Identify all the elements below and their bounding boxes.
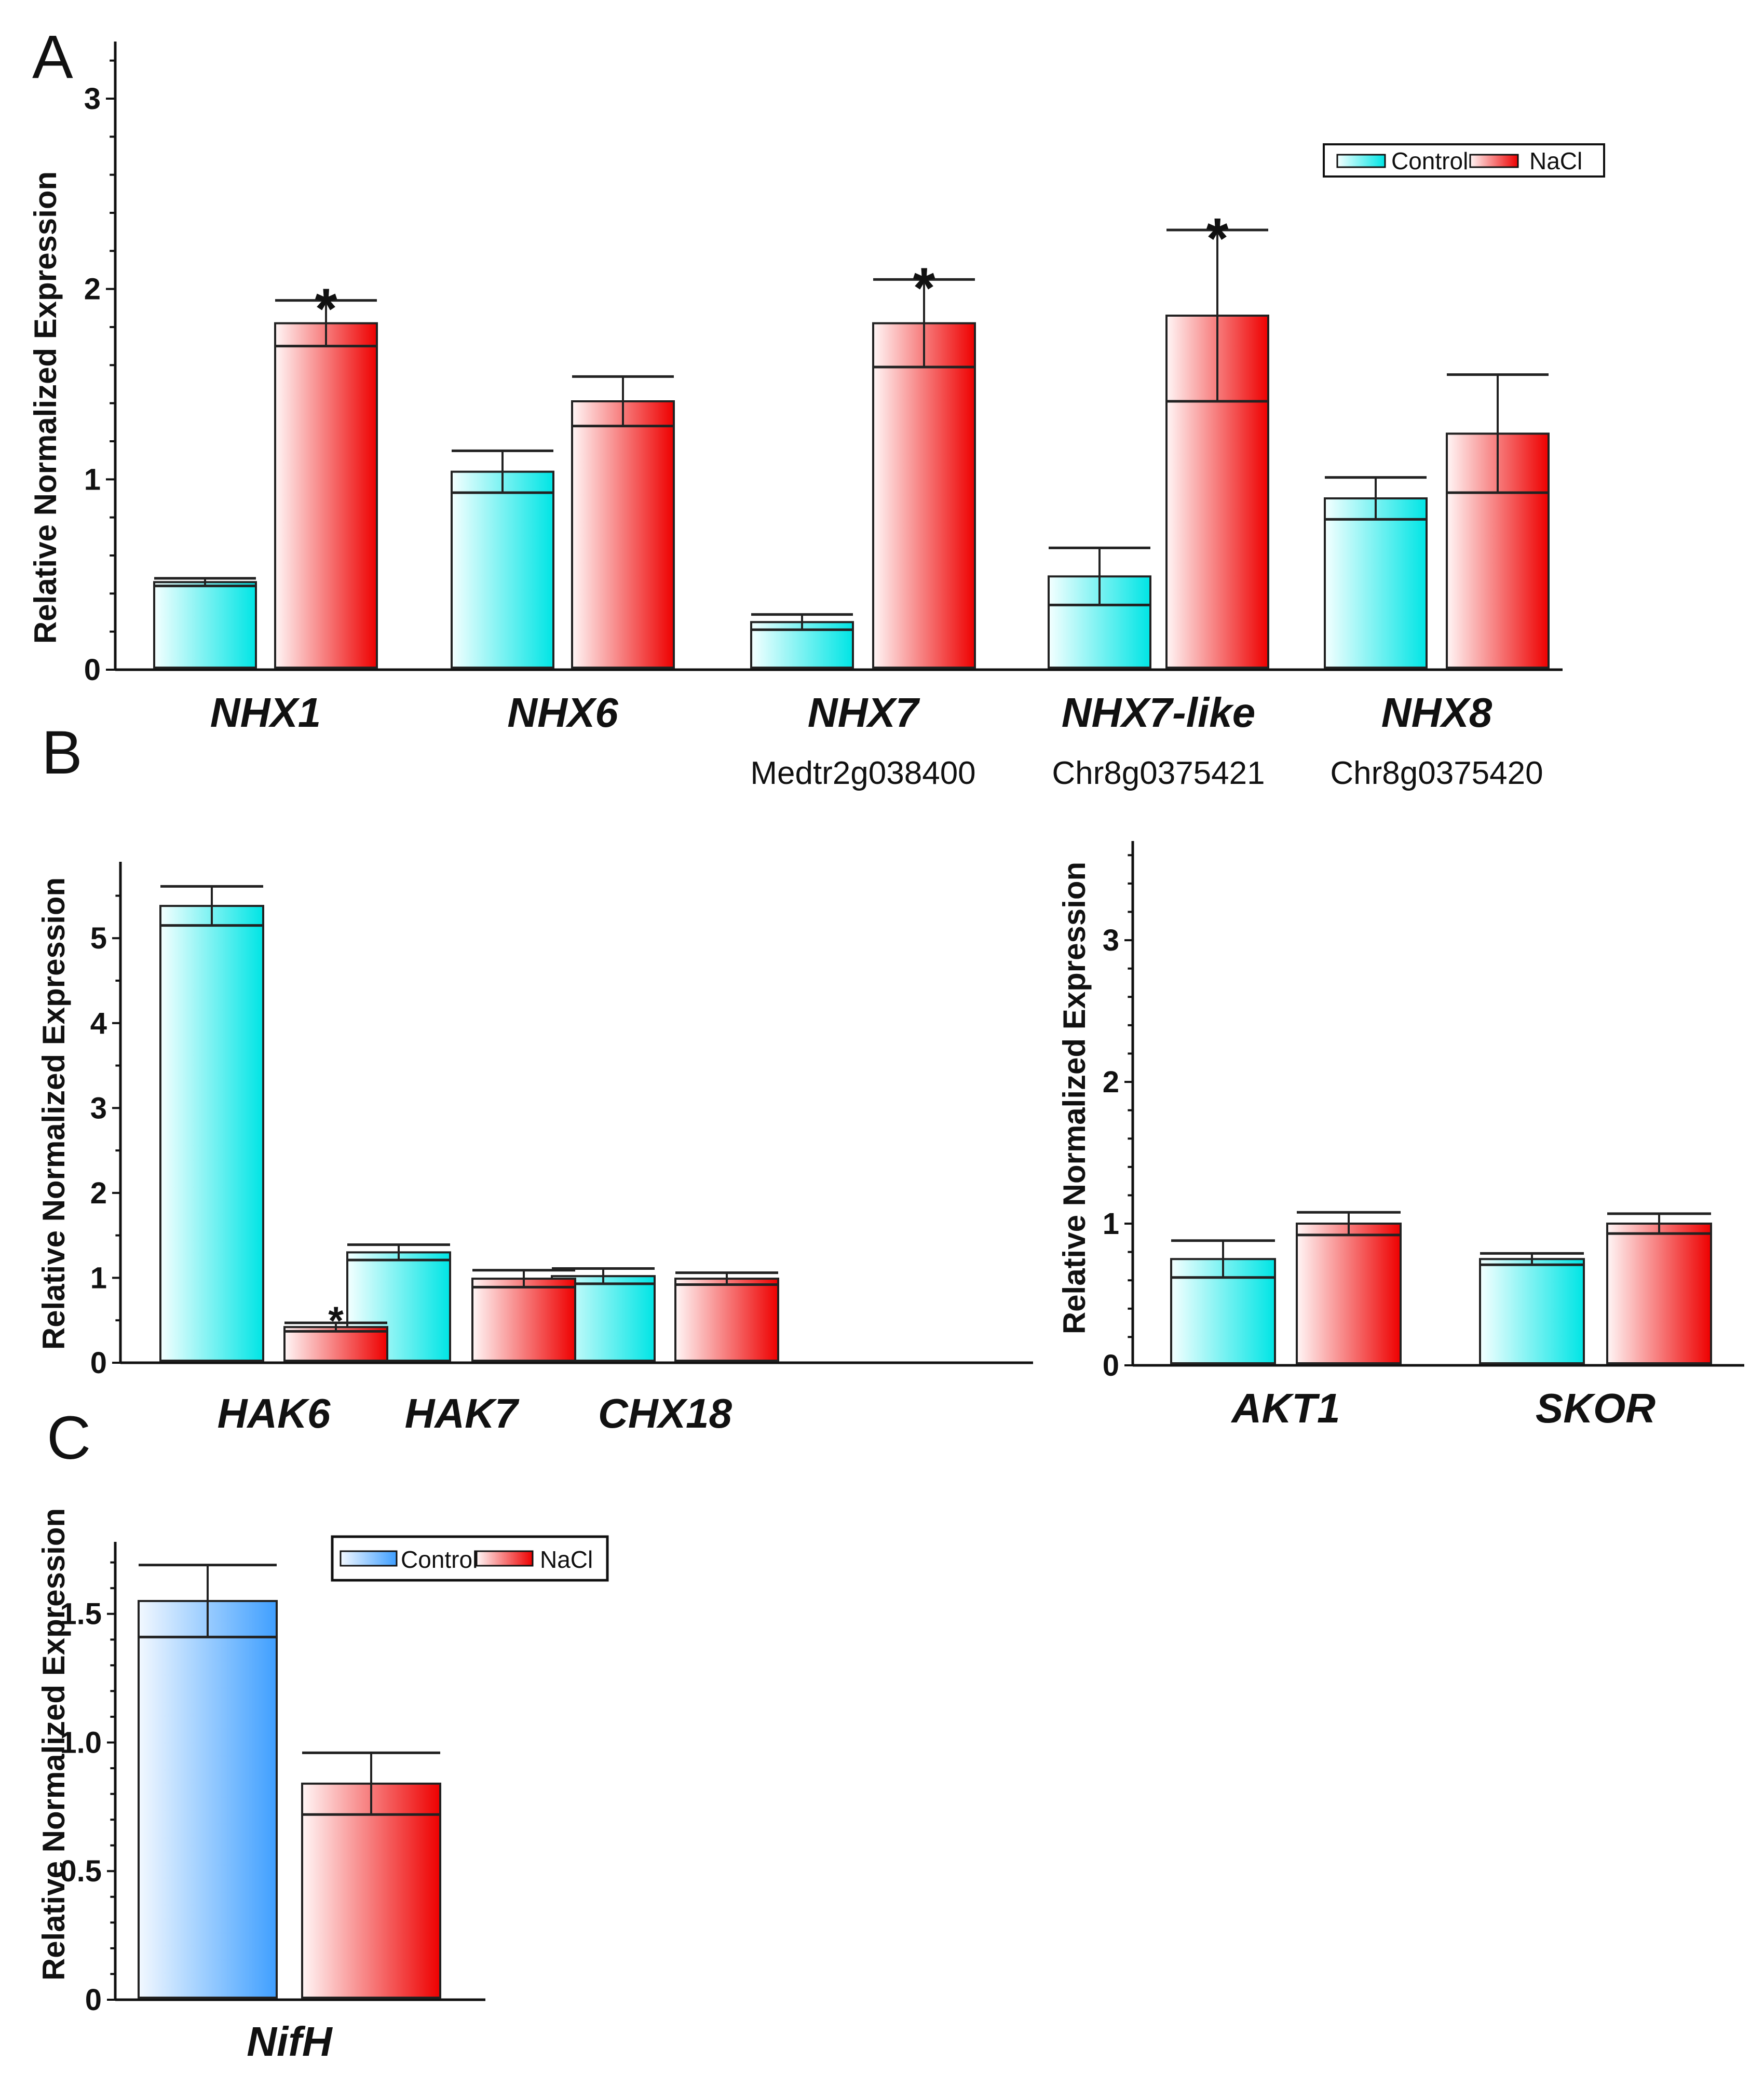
legend-c-control-swatch [340,1550,398,1567]
panel-letter-b: B [42,718,83,787]
gene-id-label-nhx7: Medtr2g038400 [750,755,975,791]
chart-a-ylabel: Relative Normalized Expression [28,171,63,644]
bar-c-control-nifh [138,1599,278,1999]
bar-b1-nacl-hak7 [471,1278,576,1362]
category-label-akt1: AKT1 [1231,1385,1340,1431]
bar-a-nacl-nhx7 [872,322,976,669]
chart-b1-ytick-label: 0 [90,1346,107,1380]
chart-a: 0 1 2 3 Relative Normalized Expression * * * NHX… [28,42,1563,791]
chart-c-ytick-label: 0.5 [60,1854,102,1888]
chart-b1-ylabel: Relative Normalized Expression [36,877,71,1350]
gene-id-label-nhx8: Chr8g0375420 [1330,755,1543,791]
legend-c-control-label: Control [401,1546,478,1573]
legend-a-nacl-label: NaCl [1529,147,1582,174]
category-label-nhx7: NHX7 [808,689,920,736]
bar-b2-control-skor [1479,1258,1585,1364]
category-label-nhx7-like: NHX7-like [1062,689,1255,736]
category-label-hak7: HAK7 [405,1390,520,1436]
panel-letter-a: A [32,23,73,91]
legend-a-control-label: Control [1391,147,1468,174]
significance-star-b1-hak6: * [328,1299,344,1343]
category-label-nhx1: NHX1 [210,689,321,736]
category-label-skor: SKOR [1536,1385,1656,1431]
bar-b1-control-hak6 [159,905,264,1362]
category-label-hak6: HAK6 [218,1390,331,1436]
category-label-nifh: NifH [247,2018,333,2065]
chart-b2-ytick-label: 2 [1103,1065,1119,1099]
legend-a-nacl-swatch [1469,154,1519,168]
gene-id-label-nhx7-like: Chr8g0375421 [1052,755,1265,791]
panel-letter-c: C [47,1404,91,1472]
chart-a-ytick-label: 1 [84,463,101,496]
category-label-nhx6: NHX6 [507,689,618,736]
significance-star-a-nhx1: * [315,277,337,341]
chart-b2-ylabel: Relative Normalized Expression [1057,862,1092,1334]
legend-a: Control NaCl [1323,143,1605,178]
chart-b1-ytick-label: 4 [90,1007,107,1040]
significance-star-a-nhx7-like: * [1206,207,1229,270]
chart-c-ylabel: Relative Normalized Expression [36,1508,71,1981]
chart-a-ytick-label: 2 [84,273,101,306]
chart-b2-ytick-label: 3 [1103,924,1119,957]
category-label-nhx8: NHX8 [1381,689,1492,736]
chart-c-ytick-label: 0 [85,1983,102,2017]
significance-star-a-nhx7: * [913,256,935,320]
chart-b1-ytick-label: 3 [90,1091,107,1125]
bar-b2-nacl-skor [1606,1223,1712,1365]
legend-c-nacl-label: NaCl [540,1546,593,1573]
chart-b1-ytick-label: 5 [90,921,107,955]
bar-a-nacl-nhx6 [571,400,675,669]
chart-a-ytick-label: 0 [84,653,101,687]
legend-c-nacl-swatch [476,1550,534,1567]
chart-c-ytick-label: 1.0 [60,1726,102,1759]
legend-c: Control NaCl [331,1535,609,1582]
chart-b2: 0 1 2 3 Relative Normalized Expression AKT1 SK… [1057,841,1744,1431]
legend-a-control-swatch [1336,154,1386,168]
chart-b2-ytick-label: 0 [1103,1349,1119,1382]
chart-b2-ytick-label: 1 [1103,1207,1119,1241]
category-label-chx18: CHX18 [598,1390,732,1436]
bar-b1-nacl-chx18 [674,1278,779,1362]
chart-a-ytick-label: 3 [84,82,101,116]
bar-b2-nacl-akt1 [1296,1223,1402,1365]
bar-a-nacl-nhx1 [274,322,378,669]
bar-a-control-nhx6 [451,470,554,669]
chart-b1-ytick-label: 1 [90,1261,107,1295]
bar-a-control-nhx1 [153,581,257,669]
chart-c-ytick-label: 1.5 [60,1597,102,1631]
chart-b1-ytick-label: 2 [90,1176,107,1210]
bar-a-control-nhx8 [1324,497,1428,669]
chart-b1: 0 1 2 3 4 5 Relative Normalized Expression * HAK… [36,862,1033,1436]
